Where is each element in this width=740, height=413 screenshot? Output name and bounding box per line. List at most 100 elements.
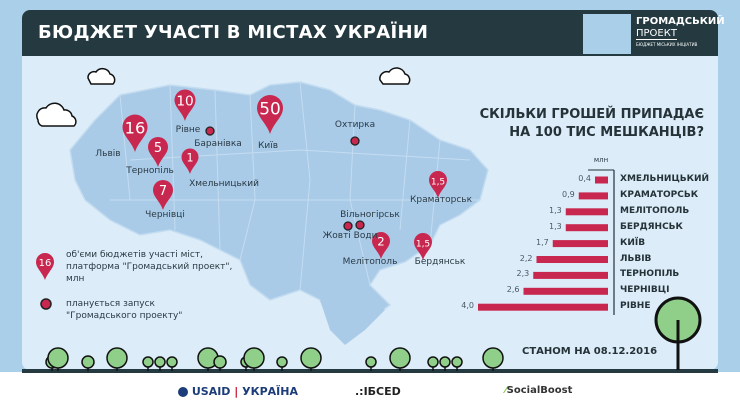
map-pin: 2 — [372, 232, 390, 259]
tree-icon — [482, 347, 504, 371]
logo-subtext: БЮДЖЕТ МІСЬКИХ ІНІЦІАТИВ — [636, 42, 698, 47]
map-pin: 1,5 — [429, 171, 447, 198]
city-label: Охтирка — [334, 120, 376, 130]
planned-city-dot — [350, 136, 360, 146]
planned-city-dot — [205, 126, 215, 136]
bar — [552, 240, 608, 248]
tree-icon — [81, 355, 95, 371]
bar — [533, 271, 608, 279]
legend-line: млн — [66, 274, 85, 284]
bar-value-label: 1,3 — [549, 221, 562, 231]
city-label: Хмельницький — [189, 179, 259, 189]
city-label: Рівне — [175, 125, 201, 135]
ukraine-text: УКРАЇНА — [242, 385, 298, 398]
bar-category-label: ХМЕЛЬНИЦЬКИЙ — [620, 174, 710, 184]
legend-line: платформа "Громадський проект", — [66, 262, 233, 272]
usaid-seal-icon — [178, 387, 188, 397]
usaid-text: USAID — [191, 385, 231, 398]
map-pin: 1,5 — [414, 233, 432, 260]
socialboost-icon: ⁄ — [505, 385, 507, 396]
pin-icon — [153, 180, 173, 210]
bar-category-label: КИЇВ — [620, 237, 646, 248]
city-label: Вільногірськ — [340, 210, 400, 220]
bar-category-label: БЕРДЯНСЬК — [620, 221, 683, 232]
bar-category-label: ЧЕРНІВЦІ — [620, 285, 670, 296]
pin-icon — [372, 232, 390, 259]
pin-icon — [181, 148, 199, 174]
city-label: Бердянськ — [414, 257, 466, 267]
tree-icon — [243, 347, 265, 371]
map-pin: 7 — [153, 180, 173, 210]
legend-line: об'єми бюджетів участі міст, — [66, 250, 203, 260]
bar-category-label: РІВНЕ — [620, 301, 651, 312]
bar — [478, 303, 608, 311]
map-pin: 50 — [257, 95, 283, 134]
legend-pin-icon: 16 — [36, 253, 54, 280]
ukraine-map — [69, 81, 489, 331]
pin-icon — [429, 171, 447, 198]
cloud-icon — [379, 67, 411, 85]
tree-icon — [166, 356, 178, 371]
date-label: СТАНОМ НА 08.12.2016 — [522, 346, 658, 357]
planned-dots — [205, 126, 365, 231]
pin-value: 2 — [377, 235, 384, 249]
bar-value-label: 1,7 — [536, 237, 549, 247]
city-label: Тернопіль — [126, 166, 174, 176]
pin-value: 50 — [259, 99, 281, 119]
pin-value: 10 — [176, 93, 193, 109]
legend-line: "Громадського проекту" — [66, 311, 183, 321]
legend-dot-icon — [40, 298, 52, 310]
pin-value: 1 — [186, 151, 193, 164]
map-pins: 16 10 5 1 7 50 1,5 2 1,5 — [122, 89, 447, 260]
bar-value-label: 0,9 — [562, 189, 575, 199]
bar-value-label: 2,6 — [506, 285, 520, 295]
page-title: БЮДЖЕТ УЧАСТІ В МІСТАХ УКРАЇНИ — [38, 22, 429, 43]
tree-icon — [154, 356, 166, 371]
pin-icon — [148, 137, 168, 167]
pin-icon — [414, 233, 432, 260]
pin-icon — [122, 114, 148, 152]
gromadskyi-proekt-logo-icon — [583, 14, 631, 54]
pin-value: 16 — [125, 118, 146, 137]
city-label: Львів — [95, 149, 121, 159]
bar-value-label: 2,2 — [519, 253, 533, 263]
chart-unit: млн — [593, 156, 609, 164]
bar-category-label: КРАМАТОРСЬК — [620, 189, 699, 200]
pin-value: 7 — [159, 184, 167, 199]
big-tree-icon — [654, 296, 702, 370]
bar-category-label: МЕЛІТОПОЛЬ — [620, 205, 690, 216]
bar — [565, 224, 608, 232]
bar-value-label: 4,0 — [461, 301, 474, 311]
bar-value-label: 0,4 — [578, 174, 591, 183]
usaid-divider: | — [230, 385, 243, 398]
pin-value: 5 — [154, 141, 162, 156]
logo-text: ПРОЕКТ — [636, 28, 677, 40]
pin-value: 1,5 — [416, 240, 430, 250]
chart-title-text: СКІЛЬКИ ГРОШЕЙ ПРИПАДАЄ НА 100 ТИС МЕШКА… — [479, 107, 704, 140]
bar — [578, 192, 608, 200]
tree-icon — [213, 355, 227, 371]
map-borders — [110, 81, 480, 291]
tree-icon — [365, 356, 377, 371]
bar-category-label: ЛЬВІВ — [620, 253, 652, 264]
city-label: Краматорськ — [409, 195, 473, 205]
city-label: Жовті Води — [322, 231, 378, 241]
tree-icon — [142, 356, 154, 371]
city-label: Баранівка — [194, 139, 242, 149]
map-pin: 10 — [174, 89, 196, 121]
pin-value: 1,5 — [431, 178, 445, 188]
bar-category-label: ТЕРНОПІЛЬ — [620, 269, 680, 280]
legend-dot-text: планується запуск "Громадського проекту" — [66, 298, 182, 322]
planned-city-dot — [355, 220, 365, 230]
tree-icon — [389, 347, 411, 371]
map-pin: 1 — [181, 148, 199, 174]
bar-value-label: 2,3 — [516, 269, 530, 279]
legend-pin-value: 16 — [39, 258, 52, 269]
logo-text: ГРОМАДСЬКИЙ — [636, 16, 725, 27]
crimea — [320, 292, 385, 345]
legend-pin-text: об'єми бюджетів участі міст, платформа "… — [66, 249, 232, 285]
bar — [536, 256, 608, 263]
tree-icon — [300, 347, 322, 371]
